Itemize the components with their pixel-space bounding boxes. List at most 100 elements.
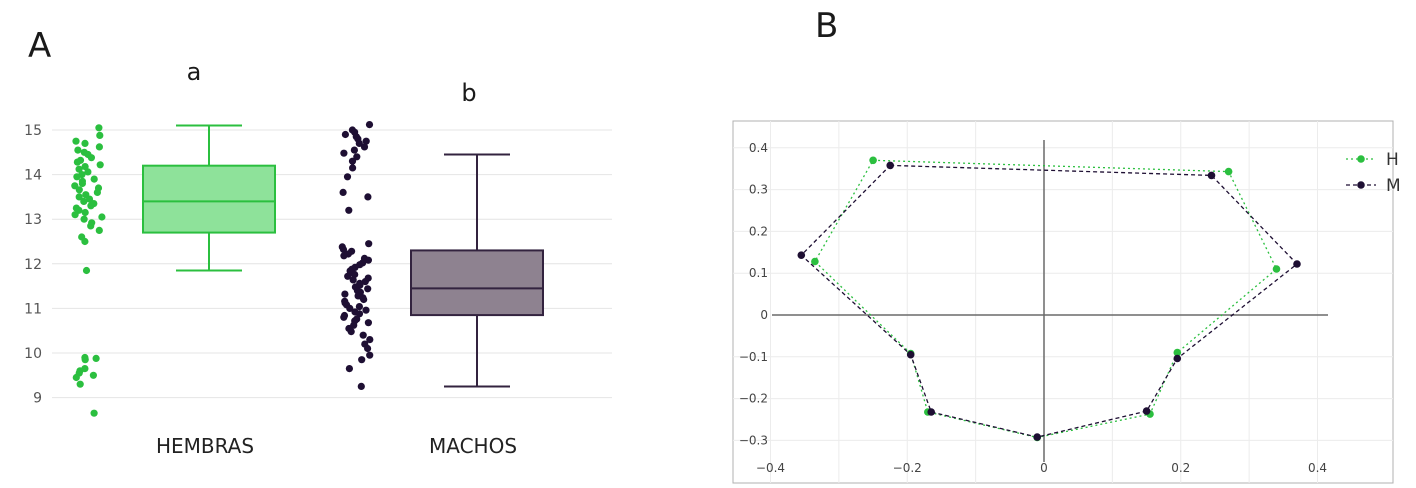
series-outline-M xyxy=(800,164,1298,438)
data-point xyxy=(95,226,103,234)
data-point xyxy=(72,373,80,382)
data-point xyxy=(72,137,80,145)
data-point xyxy=(365,121,374,129)
data-point xyxy=(361,278,369,286)
data-point xyxy=(349,164,357,172)
panel-a-labels: HEMBRAS a MACHOS b xyxy=(156,58,517,458)
y-tick-label: −0.3 xyxy=(739,433,768,447)
series-point-M xyxy=(886,161,894,170)
data-point xyxy=(80,197,88,205)
data-point xyxy=(76,380,84,388)
data-point xyxy=(341,290,349,298)
data-point xyxy=(341,130,349,139)
data-point xyxy=(87,222,95,230)
data-point xyxy=(345,365,353,373)
y-tick-label: 15 xyxy=(24,123,42,139)
data-point xyxy=(345,206,353,214)
data-point xyxy=(80,215,88,223)
data-point xyxy=(85,195,94,203)
data-point xyxy=(73,158,81,166)
series-point-M xyxy=(1173,354,1182,363)
data-point xyxy=(95,143,103,151)
x-tick-label: 0.2 xyxy=(1171,461,1190,475)
panel-b-zero-axes xyxy=(772,140,1328,462)
data-point xyxy=(360,295,368,304)
data-point xyxy=(84,168,92,176)
data-point xyxy=(340,252,348,260)
series-point-M xyxy=(1207,171,1216,180)
data-point xyxy=(74,146,82,154)
data-point xyxy=(364,344,372,353)
data-point xyxy=(358,356,366,364)
x-tick-label: −0.2 xyxy=(893,461,922,475)
data-point xyxy=(81,208,89,217)
y-tick-label: 13 xyxy=(24,212,42,228)
panel-a-boxes xyxy=(142,124,544,388)
panel-b-ticks: −0.4 −0.2 0 0.2 0.4 0.4 0.3 0.2 0.1 0 −0.1 −0.2 −0.3 xyxy=(739,141,1327,475)
y-tick-label: 10 xyxy=(24,346,42,362)
y-tick-label: −0.1 xyxy=(739,350,768,364)
y-tick-label: 0.3 xyxy=(749,183,768,197)
data-point xyxy=(87,202,95,210)
data-point xyxy=(81,163,89,171)
y-tick-label: −0.2 xyxy=(739,392,768,406)
box-iqr xyxy=(142,164,276,234)
y-tick-label: 14 xyxy=(24,168,42,184)
y-tick-label: 0 xyxy=(760,308,768,322)
data-point xyxy=(96,131,104,139)
data-point xyxy=(349,276,357,284)
y-tick-label: 0.2 xyxy=(749,224,768,238)
panel-a-boxplot: A 9 10 11 12 13 14 15 HEMBRAS a MACHOS b xyxy=(24,26,612,458)
data-point xyxy=(339,188,347,196)
data-point xyxy=(362,137,370,145)
data-point xyxy=(343,173,352,181)
data-point xyxy=(81,139,89,147)
data-point xyxy=(364,256,372,264)
panel-b-grid xyxy=(733,121,1393,483)
series-point-M xyxy=(927,408,935,416)
y-tick-label: 0.4 xyxy=(749,141,768,155)
y-tick-label: 12 xyxy=(24,257,42,273)
data-point xyxy=(75,186,83,194)
data-point xyxy=(346,304,354,312)
data-point xyxy=(364,319,372,327)
data-point xyxy=(340,149,348,157)
data-point xyxy=(366,351,374,359)
data-point xyxy=(90,409,98,417)
data-point xyxy=(357,382,365,390)
series-point-M xyxy=(797,251,806,259)
category-label: MACHOS xyxy=(429,434,517,458)
data-point xyxy=(95,124,103,132)
box-iqr xyxy=(410,249,544,317)
significance-letter: a xyxy=(187,58,202,86)
series-point-M xyxy=(1033,433,1041,441)
category-label: HEMBRAS xyxy=(156,434,254,458)
data-point xyxy=(359,331,367,339)
legend-marker xyxy=(1357,181,1365,189)
series-point-H xyxy=(1173,348,1182,357)
data-point xyxy=(92,354,100,362)
data-point xyxy=(98,213,106,221)
panel-b-label: B xyxy=(815,6,838,46)
series-point-M xyxy=(1142,407,1151,415)
legend-label: M xyxy=(1386,176,1401,196)
panel-a-label: A xyxy=(28,26,51,66)
legend-label: H xyxy=(1386,150,1399,170)
y-tick-label: 11 xyxy=(24,301,42,317)
data-point xyxy=(360,143,369,151)
panel-a-y-ticks: 9 10 11 12 13 14 15 xyxy=(24,123,42,407)
data-point xyxy=(366,336,374,344)
data-point xyxy=(96,161,104,169)
data-point xyxy=(347,328,355,336)
data-point xyxy=(71,211,79,219)
data-point xyxy=(339,245,348,254)
data-point xyxy=(340,313,348,321)
series-point-H xyxy=(811,257,819,266)
series-point-H xyxy=(1272,265,1281,273)
data-point xyxy=(73,173,81,181)
legend-marker xyxy=(1357,155,1365,163)
data-point xyxy=(350,146,358,154)
series-point-M xyxy=(906,350,915,359)
data-point xyxy=(353,153,361,161)
x-tick-label: −0.4 xyxy=(756,461,785,475)
